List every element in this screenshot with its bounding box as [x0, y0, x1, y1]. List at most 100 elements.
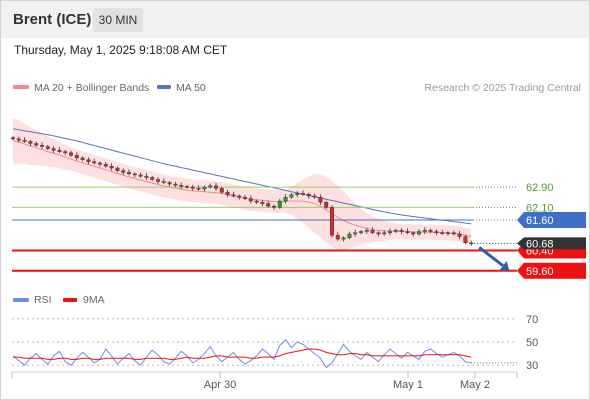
candle-body	[74, 155, 79, 159]
candle-body	[144, 175, 149, 178]
level-label-1: 62.10	[526, 202, 554, 214]
candle-body	[237, 195, 242, 198]
candle-body	[393, 230, 398, 232]
candle-body	[312, 195, 317, 198]
candle-body	[306, 193, 311, 197]
candles	[10, 136, 474, 246]
rsi-panel	[12, 338, 517, 369]
rsi-legend-swatch	[13, 298, 29, 302]
ma20-legend-swatch	[13, 85, 29, 89]
candle-body	[16, 138, 21, 141]
candle-body	[208, 185, 213, 188]
arrow-head	[499, 260, 510, 271]
rsi-tick-label-2: 30	[526, 360, 538, 372]
candle-body	[190, 186, 195, 189]
rsi-ma-legend-swatch	[63, 298, 77, 302]
candle-body	[242, 197, 247, 199]
candle-body	[103, 164, 108, 167]
candle-body	[405, 231, 410, 233]
candle-body	[434, 231, 439, 233]
candle-body	[132, 173, 137, 176]
candle-body	[173, 183, 178, 186]
candle-body	[115, 167, 120, 171]
candle-body	[86, 159, 91, 162]
bollinger-fill	[13, 118, 472, 250]
candle-body	[167, 182, 172, 185]
candle-body	[376, 232, 381, 235]
timeframe-button[interactable]: 30 MIN	[93, 8, 143, 32]
candle-body	[301, 193, 306, 195]
level-label-4: 59.60	[526, 266, 554, 278]
candle-body	[80, 157, 85, 160]
candle-body	[202, 186, 207, 190]
ma50-line	[12, 128, 472, 225]
candle-body	[28, 141, 33, 144]
candle-body	[364, 230, 369, 232]
last-price-tag-shape	[517, 237, 586, 250]
candle-body	[370, 230, 375, 233]
candle-body	[51, 148, 56, 151]
ma50-legend-swatch	[157, 85, 171, 89]
rsi-tick-label-1: 50	[526, 337, 538, 349]
candle-body	[440, 232, 445, 234]
candle-body	[324, 202, 329, 208]
x-tick-label-2: May 2	[460, 379, 490, 391]
candle-body	[457, 233, 462, 237]
candle-body	[341, 237, 346, 240]
candle-body	[68, 152, 73, 156]
candle-body	[219, 188, 224, 193]
candle-body	[196, 188, 201, 190]
copyright-text: Research © 2025 Trading Central	[424, 82, 581, 94]
level-tag-4	[517, 262, 586, 279]
symbol-title: Brent (ICE)	[13, 11, 92, 28]
bollinger-band	[13, 118, 472, 250]
candle-body	[179, 185, 184, 187]
rsi-tick-label-0: 70	[526, 314, 538, 326]
candle-body	[446, 232, 451, 234]
candle-body	[417, 231, 422, 235]
level-label-0: 62.90	[526, 182, 554, 194]
candle-body	[451, 232, 456, 235]
candle-body	[283, 197, 288, 202]
candle-body	[266, 203, 271, 207]
candle-body	[277, 200, 282, 208]
candle-body	[463, 236, 468, 244]
rsi-grid: 70 50 30	[12, 314, 538, 372]
level-tag-2	[517, 212, 586, 229]
level-label-2: 61.60	[526, 215, 554, 227]
candle-body	[109, 166, 114, 169]
candle-body	[92, 161, 97, 164]
candle-body	[161, 181, 166, 183]
candle-body	[97, 162, 102, 165]
rsi-legend-label: RSI	[34, 294, 52, 306]
candle-body	[428, 230, 433, 232]
x-axis: Apr 30 May 1 May 2	[11, 372, 518, 391]
candle-body	[225, 191, 230, 195]
candle-body	[126, 172, 131, 175]
candle-body	[289, 194, 294, 198]
candle-body	[359, 231, 364, 233]
candle-body	[57, 150, 62, 152]
last-price-tag: 60.68	[471, 237, 586, 250]
header-bar: Brent (ICE) 30 MIN	[1, 1, 589, 38]
ma50-legend-label: MA 50	[176, 82, 206, 94]
candle-body	[422, 230, 427, 232]
candle-body	[254, 200, 259, 203]
candle-body	[155, 179, 160, 182]
candle-body	[121, 170, 126, 173]
candle-body	[40, 145, 45, 147]
level-label-3: 60.40	[526, 245, 554, 257]
x-tick-label-0: Apr 30	[204, 379, 236, 391]
candle-body	[411, 232, 416, 235]
ma20-legend-label: MA 20 + Bollinger Bands	[34, 82, 149, 94]
candle-body	[399, 230, 404, 232]
candle-body	[34, 143, 39, 146]
candle-body	[469, 242, 474, 245]
rsi-ma-legend-label: 9MA	[83, 294, 105, 306]
candle-body	[231, 194, 236, 197]
candle-body	[138, 174, 143, 177]
x-tick-label-1: May 1	[393, 379, 423, 391]
candle-body	[150, 177, 155, 180]
